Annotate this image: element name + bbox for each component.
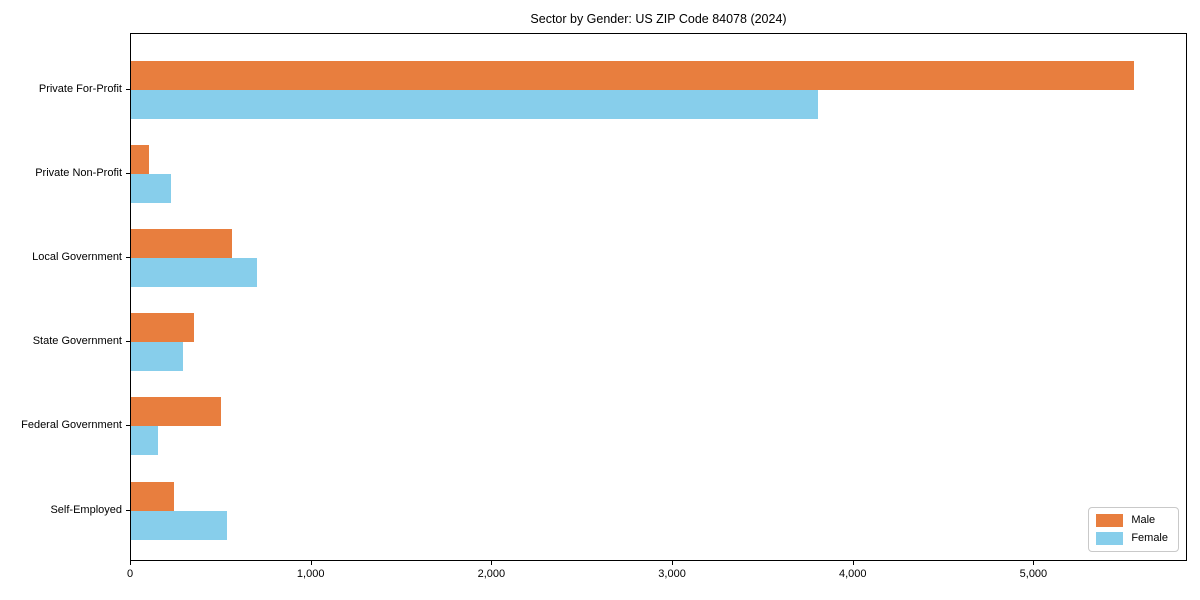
legend-entry-female: Female [1096,532,1168,545]
bar-female-private-non-profit [131,173,171,203]
x-tick-1 [310,561,312,565]
bar-female-state-government [131,342,184,372]
x-tick-label-3: 3,000 [658,568,686,580]
legend: Male Female [1088,507,1179,552]
bar-female-private-for-profit [131,89,819,119]
y-tick-local-government [126,256,130,258]
x-tick-label-1: 1,000 [296,568,325,580]
legend-entry-male: Male [1096,514,1168,527]
y-tick-label-self-employed: Self-Employed [50,503,122,516]
legend-label-male: Male [1131,514,1156,526]
x-tick-label-4: 4,000 [838,568,867,580]
y-tick-label-private-for-profit: Private For-Profit [38,82,122,95]
legend-label-female: Female [1131,532,1168,544]
y-tick-label-local-government: Local Government [32,250,122,263]
bar-female-self-employed [131,510,227,540]
chart-title: Sector by Gender: US ZIP Code 84078 (202… [530,12,787,26]
y-tick-federal-government [126,425,130,427]
y-tick-state-government [126,341,130,343]
bar-male-self-employed [131,481,175,511]
y-tick-label-federal-government: Federal Government [21,419,122,432]
plot-area: Male Female [130,33,1187,561]
bar-male-private-non-profit [131,144,150,174]
legend-swatch-male [1096,514,1124,527]
y-tick-label-private-non-profit: Private Non-Profit [35,166,122,179]
x-tick-label-2: 2,000 [477,568,506,580]
bar-male-federal-government [131,397,222,427]
bar-male-local-government [131,228,232,258]
x-tick-0 [130,561,131,565]
x-tick-label-0: 0 [126,568,134,580]
y-tick-label-state-government: State Government [32,335,122,348]
x-tick-label-5: 5,000 [1019,568,1048,580]
x-tick-5 [1033,561,1035,565]
legend-swatch-female [1096,532,1124,545]
bar-female-local-government [131,257,258,287]
bar-female-federal-government [131,426,159,456]
bar-male-state-government [131,313,195,343]
x-tick-3 [672,561,674,565]
y-tick-private-non-profit [126,172,130,174]
x-tick-4 [852,561,854,565]
y-tick-private-for-profit [126,88,130,90]
x-tick-2 [491,561,493,565]
y-tick-self-employed [126,509,130,511]
bar-male-private-for-profit [131,60,1134,90]
